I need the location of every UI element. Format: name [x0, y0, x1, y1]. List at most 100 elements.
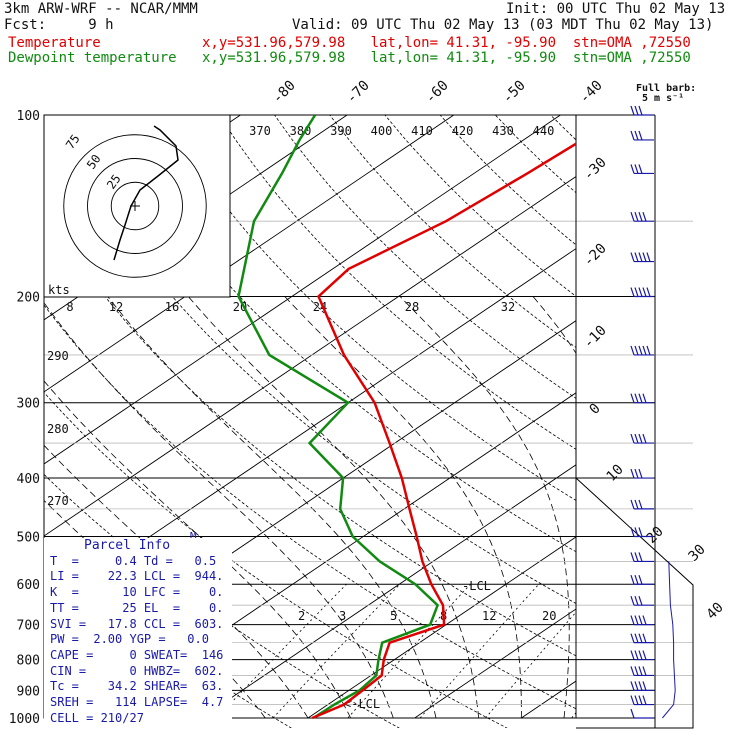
dry-adiabat	[44, 207, 576, 657]
wind-barb-flag	[638, 575, 643, 585]
wind-barb-flag	[642, 433, 647, 444]
wind-barb-flag	[638, 552, 643, 562]
wind-barb-flag	[638, 633, 643, 643]
wind-barb	[630, 433, 654, 444]
location-info-red: x,y=531.96,579.98 lat,lon= 41.31, -95.90…	[202, 35, 691, 51]
wind-barb-flag	[630, 393, 635, 403]
wind-barb-flag	[642, 650, 647, 660]
moist-adiabat	[532, 296, 576, 354]
wind-barb-flag	[634, 287, 639, 297]
dry-adiabat	[44, 304, 576, 710]
knots-label: 28	[405, 300, 419, 314]
wind-barb	[630, 708, 654, 719]
isotherm	[94, 392, 576, 719]
dry-adiabat	[716, 115, 740, 731]
wind-barb-flag	[630, 615, 635, 625]
wind-barb-flag	[630, 499, 635, 510]
wind-barb-flag	[634, 345, 639, 356]
hodograph-ring	[87, 158, 183, 254]
wind-barb-flag	[642, 615, 647, 625]
wind-barb-flag	[634, 552, 639, 562]
wind-barb-flag	[634, 164, 639, 174]
dry-adiabat	[218, 115, 576, 450]
dry-adiabat	[44, 391, 508, 728]
mixing-ratio-label: 5	[390, 609, 397, 623]
adiabat-label: 290	[47, 349, 69, 363]
wind-barb	[630, 211, 654, 222]
mixing-ratio-line	[571, 711, 576, 719]
parcel-row: SREH = 114 LAPSE= 4.7	[50, 695, 224, 710]
low-level-wind-trace	[662, 561, 676, 719]
isotherm	[44, 115, 455, 393]
temperature-tick-label: -30	[581, 155, 610, 184]
wind-barb-flag	[642, 633, 647, 643]
pressure-tick-label: 900	[17, 684, 40, 699]
dry-adiabat	[163, 115, 576, 501]
wind-barb-flag	[630, 552, 635, 562]
wind-barb	[630, 575, 654, 585]
wind-barb-flag	[638, 130, 643, 141]
isotherm	[307, 536, 576, 719]
wind-barb-flag	[634, 527, 639, 537]
dewpoint-legend: Dewpoint temperature	[8, 50, 177, 66]
wind-barb-flag	[642, 252, 647, 262]
parcel-row: T = 0.4 Td = 0.5	[50, 553, 217, 568]
wind-barb-flag	[638, 695, 643, 705]
parcel-row: PW = 2.00 YGP = 0.0	[50, 632, 209, 647]
init-time: Init: 00 UTC Thu 02 May 13	[506, 1, 726, 17]
adiabat-label: 280	[47, 422, 69, 436]
wind-barb-flag	[634, 433, 639, 444]
knots-label: 16	[165, 300, 179, 314]
wind-barb-flag	[634, 666, 639, 676]
dry-adiabat	[384, 115, 576, 297]
wind-barb-flag	[634, 468, 639, 479]
wind-barb-flag	[630, 708, 635, 719]
knots-label: 12	[109, 300, 123, 314]
plot-frame	[43, 114, 577, 719]
top-marker: M	[190, 530, 197, 543]
pressure-tick-label: 800	[17, 654, 40, 669]
wind-barb-flag	[630, 575, 635, 585]
dry-adiabat	[439, 115, 576, 246]
wind-barb-flag	[642, 695, 647, 705]
wind-barb-flag	[638, 650, 643, 660]
temperature-profile	[311, 142, 576, 720]
pressure-tick-label: 500	[17, 530, 40, 545]
wind-barb-flag	[638, 345, 643, 356]
moist-adiabat	[284, 296, 522, 718]
wind-barb-flag	[634, 130, 639, 141]
wind-barb	[630, 695, 654, 706]
dewpoint-profile	[237, 115, 440, 720]
wind-barb-flag	[638, 681, 643, 691]
pressure-tick-label: 100	[17, 109, 40, 124]
dry-adiabat	[606, 115, 740, 731]
moist-adiabat	[399, 296, 570, 719]
wind-barb-flag	[630, 130, 635, 141]
wind-barb-flag	[634, 595, 639, 606]
wind-barb-flag	[638, 211, 643, 222]
wind-barb	[630, 130, 654, 141]
wind-barb	[630, 499, 654, 510]
wind-barb	[630, 595, 654, 606]
knots-label: 32	[501, 300, 515, 314]
wind-barb-flag	[630, 695, 635, 705]
hodograph-ring-label: 25	[104, 172, 124, 192]
barb-legend-line2: 5 m s⁻¹	[642, 93, 685, 104]
wind-barb-flag	[638, 287, 643, 297]
wind-barb-flag	[630, 650, 635, 660]
wind-barb-flag	[634, 650, 639, 660]
pressure-tick-label: 400	[17, 472, 40, 487]
theta-label: 440	[533, 124, 555, 138]
wind-barb	[630, 164, 654, 175]
parcel-row: Tc = 34.2 SHEAR= 63.	[50, 679, 224, 694]
wind-barb-flag	[634, 615, 639, 625]
wind-barb-flag	[638, 615, 643, 625]
wind-barb-flag	[638, 252, 643, 262]
parcel-row: LI = 22.3 LCL = 944.	[50, 569, 224, 584]
wind-barb	[630, 666, 654, 677]
wind-barb	[630, 615, 654, 626]
wind-barb-flag	[630, 287, 635, 297]
temperature-tick-label: -60	[423, 78, 452, 107]
wind-barb	[630, 681, 654, 692]
parcel-row: SVI = 17.8 CCL = 603.	[50, 616, 224, 631]
